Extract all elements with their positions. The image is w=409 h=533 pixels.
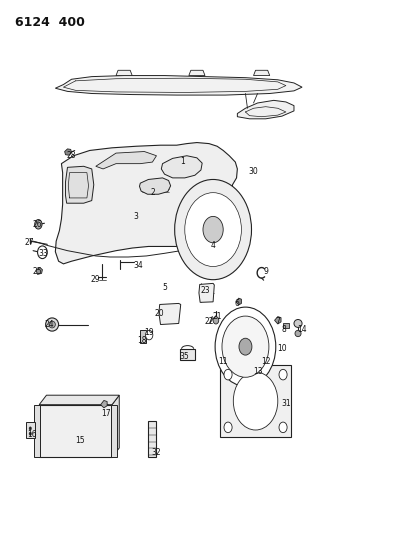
Polygon shape xyxy=(161,156,202,178)
Text: 4: 4 xyxy=(210,241,215,250)
Text: 29: 29 xyxy=(91,275,100,284)
Text: 6124  400: 6124 400 xyxy=(15,16,85,29)
Circle shape xyxy=(223,369,231,380)
Circle shape xyxy=(279,422,286,433)
Bar xyxy=(220,365,290,438)
Polygon shape xyxy=(253,70,269,76)
Bar xyxy=(26,422,35,438)
Bar xyxy=(140,330,146,343)
Text: 20: 20 xyxy=(155,310,164,319)
Circle shape xyxy=(279,369,286,380)
Text: 6: 6 xyxy=(234,299,239,308)
Polygon shape xyxy=(96,151,156,169)
Polygon shape xyxy=(274,317,280,324)
Circle shape xyxy=(223,422,231,433)
Circle shape xyxy=(215,307,275,386)
Circle shape xyxy=(221,316,268,377)
Text: 16: 16 xyxy=(27,430,37,439)
Text: 23: 23 xyxy=(200,286,209,295)
Circle shape xyxy=(29,427,31,430)
Text: 17: 17 xyxy=(101,409,110,418)
Text: 27: 27 xyxy=(24,238,34,247)
Text: 14: 14 xyxy=(297,325,306,334)
Text: 28: 28 xyxy=(67,151,76,160)
Ellipse shape xyxy=(45,318,58,331)
Polygon shape xyxy=(159,303,180,325)
Text: 3: 3 xyxy=(133,212,138,221)
Circle shape xyxy=(145,330,153,340)
Text: 22: 22 xyxy=(204,317,213,326)
Polygon shape xyxy=(65,166,94,203)
Text: 10: 10 xyxy=(276,344,286,353)
Text: 1: 1 xyxy=(180,157,185,166)
Polygon shape xyxy=(139,178,170,194)
Polygon shape xyxy=(237,100,293,119)
Polygon shape xyxy=(55,76,301,95)
Bar xyxy=(180,349,195,360)
Text: 25: 25 xyxy=(32,267,42,276)
Text: 24: 24 xyxy=(44,320,54,329)
Circle shape xyxy=(213,317,218,324)
Text: 5: 5 xyxy=(162,283,166,292)
Circle shape xyxy=(184,192,241,266)
Text: 7: 7 xyxy=(275,317,280,326)
Text: 19: 19 xyxy=(144,328,154,337)
Ellipse shape xyxy=(293,319,301,327)
Polygon shape xyxy=(116,70,132,76)
Text: 30: 30 xyxy=(248,167,258,176)
Bar xyxy=(282,323,288,328)
Text: 32: 32 xyxy=(151,448,161,457)
Polygon shape xyxy=(198,284,214,302)
Text: 34: 34 xyxy=(133,261,143,270)
Ellipse shape xyxy=(49,321,55,328)
Bar xyxy=(39,405,112,457)
Polygon shape xyxy=(100,400,107,408)
Bar xyxy=(34,405,40,457)
Text: 18: 18 xyxy=(137,336,147,345)
Polygon shape xyxy=(189,70,204,76)
Circle shape xyxy=(29,432,31,435)
Text: 33: 33 xyxy=(38,249,48,258)
Polygon shape xyxy=(112,395,119,457)
Polygon shape xyxy=(36,268,42,274)
Circle shape xyxy=(35,220,42,229)
Circle shape xyxy=(238,338,251,355)
Text: 12: 12 xyxy=(260,357,270,366)
Text: 13: 13 xyxy=(252,367,262,376)
Circle shape xyxy=(233,372,277,430)
Text: 9: 9 xyxy=(263,267,267,276)
Polygon shape xyxy=(55,142,237,264)
Circle shape xyxy=(38,246,47,259)
Text: 35: 35 xyxy=(180,352,189,361)
Bar xyxy=(148,421,156,457)
Text: 15: 15 xyxy=(74,436,84,445)
Bar xyxy=(111,405,117,457)
Polygon shape xyxy=(236,298,241,305)
Polygon shape xyxy=(39,395,119,405)
Polygon shape xyxy=(65,149,71,155)
Text: 26: 26 xyxy=(32,220,42,229)
Text: 8: 8 xyxy=(281,325,285,334)
Text: 2: 2 xyxy=(150,188,155,197)
Ellipse shape xyxy=(294,330,300,337)
Circle shape xyxy=(174,180,251,280)
Circle shape xyxy=(202,216,222,243)
Text: 31: 31 xyxy=(281,399,290,408)
Text: 11: 11 xyxy=(218,357,227,366)
Text: 21: 21 xyxy=(212,312,221,321)
